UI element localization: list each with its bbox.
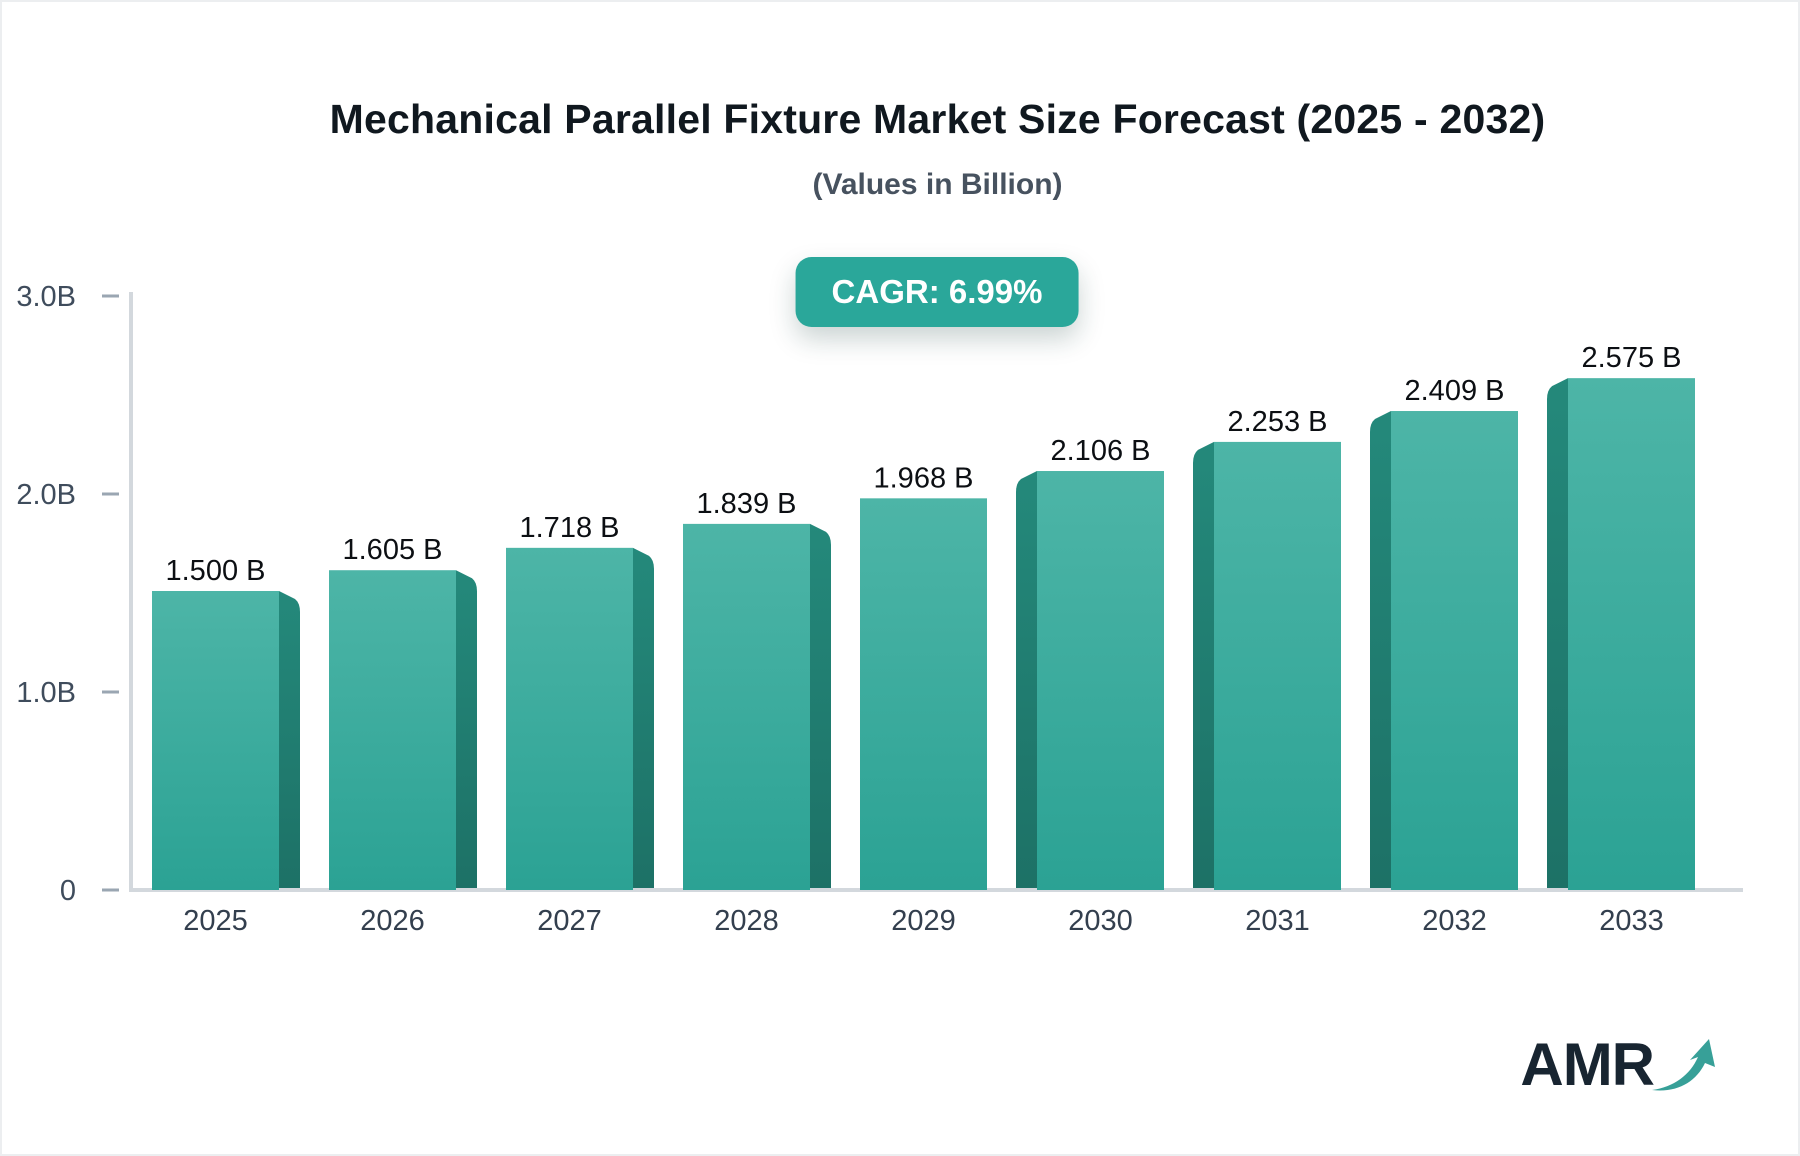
y-tick-label: 1.0B xyxy=(16,677,76,709)
bar-side xyxy=(1016,471,1037,888)
bar-value-label: 2.575 B xyxy=(1582,342,1682,374)
bar-2030: 2.106 B 2030 xyxy=(1016,435,1164,937)
bar-2027: 1.718 B 2027 xyxy=(506,512,654,937)
bar-face xyxy=(1568,378,1695,890)
chart-title: Mechanical Parallel Fixture Market Size … xyxy=(329,96,1546,142)
y-axis-line xyxy=(129,292,133,892)
x-axis-label-2025: 2025 xyxy=(183,905,248,937)
y-tick-label: 3.0B xyxy=(16,281,76,313)
bar-side xyxy=(1547,378,1568,888)
y-tick-label: 0 xyxy=(60,875,76,907)
x-axis-label-2027: 2027 xyxy=(537,905,602,937)
bar-2033: 2.575 B 2033 xyxy=(1547,342,1695,937)
x-axis-label-2026: 2026 xyxy=(360,905,425,937)
growth-arrow-icon xyxy=(1652,1039,1715,1091)
x-axis-label-2033: 2033 xyxy=(1599,905,1664,937)
bar-face xyxy=(329,570,456,890)
x-axis-label-2028: 2028 xyxy=(714,905,779,937)
x-axis-label-2029: 2029 xyxy=(891,905,956,937)
x-axis-label-2032: 2032 xyxy=(1422,905,1487,937)
bar-side xyxy=(810,523,831,888)
amr-logo: AMR xyxy=(1520,1030,1716,1099)
bar-value-label: 2.409 B xyxy=(1405,375,1505,407)
chart-subtitle: (Values in Billion) xyxy=(812,168,1063,201)
bar-face xyxy=(152,591,279,890)
bar-2031: 2.253 B 2031 xyxy=(1193,406,1341,937)
bar-side xyxy=(1193,441,1214,888)
bar-face xyxy=(860,498,987,890)
cagr-badge-label: CAGR: 6.99% xyxy=(831,273,1043,310)
y-tick-mark xyxy=(102,294,119,298)
bar-value-label: 2.253 B xyxy=(1228,406,1328,438)
bar-2032: 2.409 B 2032 xyxy=(1370,375,1518,937)
bar-face xyxy=(683,523,810,890)
amr-logo-text: AMR xyxy=(1520,1031,1655,1098)
bar-value-label: 2.106 B xyxy=(1051,435,1151,467)
y-tick-label: 2.0B xyxy=(16,479,76,511)
x-axis-label-2031: 2031 xyxy=(1245,905,1310,937)
bar-value-label: 1.500 B xyxy=(166,555,266,587)
bar-face xyxy=(1214,441,1341,890)
bar-2025: 1.500 B 2025 xyxy=(152,555,300,937)
bar-side xyxy=(456,570,477,888)
bar-2028: 1.839 B 2028 xyxy=(683,488,831,937)
bar-value-label: 1.839 B xyxy=(697,488,797,520)
bar-2026: 1.605 B 2026 xyxy=(329,534,477,937)
bar-face xyxy=(1037,471,1164,890)
bar-2029: 1.968 B 2029 xyxy=(860,462,987,937)
bar-side xyxy=(279,591,300,888)
y-tick-mark xyxy=(102,888,119,892)
bar-side xyxy=(1370,411,1391,888)
bar-face xyxy=(1391,411,1518,890)
bar-value-label: 1.968 B xyxy=(874,462,974,494)
y-tick-mark xyxy=(102,492,119,496)
x-axis-label-2030: 2030 xyxy=(1068,905,1133,937)
cagr-badge: CAGR: 6.99% xyxy=(795,257,1079,327)
bar-value-label: 1.605 B xyxy=(343,534,443,566)
bar-face xyxy=(506,547,633,890)
y-tick-mark xyxy=(102,690,119,694)
bar-side xyxy=(633,547,654,888)
bar-value-label: 1.718 B xyxy=(520,512,620,544)
